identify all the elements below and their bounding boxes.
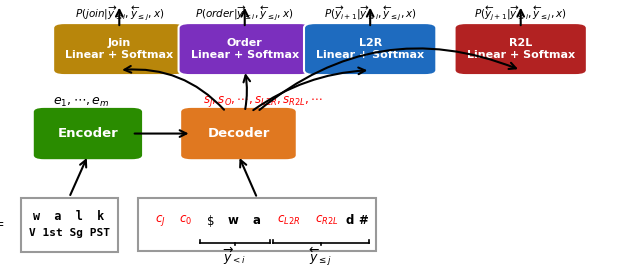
Text: $P(\overleftarrow{y}_{j+1}|\overrightarrow{y}_{\leq i},\overleftarrow{y}_{\leq j: $P(\overleftarrow{y}_{j+1}|\overrightarr…: [474, 4, 567, 22]
FancyBboxPatch shape: [179, 23, 311, 75]
Text: $\overrightarrow{y}_{<i}$: $\overrightarrow{y}_{<i}$: [223, 246, 246, 267]
Text: $\$$: $\$$: [206, 213, 214, 229]
Text: $e_1, \cdots, e_m$: $e_1, \cdots, e_m$: [53, 96, 110, 109]
Text: Order
Linear + Softmax: Order Linear + Softmax: [191, 38, 299, 60]
Text: $P(\overrightarrow{y}_{i+1}|\overrightarrow{y}_{\leq i},\overleftarrow{y}_{\leq : $P(\overrightarrow{y}_{i+1}|\overrightar…: [324, 4, 417, 22]
Text: #: #: [358, 214, 367, 227]
Text: Encoder: Encoder: [58, 127, 118, 140]
Text: Decoder: Decoder: [207, 127, 269, 140]
Text: $c_J$: $c_J$: [155, 213, 165, 228]
Text: Join
Linear + Softmax: Join Linear + Softmax: [65, 38, 173, 60]
FancyBboxPatch shape: [53, 23, 186, 75]
Text: L2R
Linear + Softmax: L2R Linear + Softmax: [316, 38, 424, 60]
Text: w: w: [228, 214, 239, 227]
Text: d: d: [346, 214, 355, 227]
FancyBboxPatch shape: [454, 23, 587, 75]
FancyBboxPatch shape: [20, 198, 118, 252]
FancyBboxPatch shape: [180, 107, 297, 160]
Text: $c_{R2L}$: $c_{R2L}$: [314, 214, 338, 227]
FancyBboxPatch shape: [304, 23, 436, 75]
Text: a: a: [252, 214, 260, 227]
Text: $c_{L2R}$: $c_{L2R}$: [277, 214, 300, 227]
Text: $P(join|\overrightarrow{y}_{\leq i},\overleftarrow{y}_{\leq j},x)$: $P(join|\overrightarrow{y}_{\leq i},\ove…: [75, 4, 164, 22]
Text: V 1st Sg PST: V 1st Sg PST: [29, 228, 109, 238]
Text: R2L
Linear + Softmax: R2L Linear + Softmax: [467, 38, 575, 60]
Text: $s_J, s_O, \cdots, s_{L2R}, s_{R2L}, \cdots$: $s_J, s_O, \cdots, s_{L2R}, s_{R2L}, \cd…: [204, 94, 324, 109]
FancyBboxPatch shape: [33, 107, 143, 160]
Text: $\overleftarrow{y}_{\leq j}$: $\overleftarrow{y}_{\leq j}$: [310, 246, 332, 268]
Text: $c_0$: $c_0$: [179, 214, 192, 227]
Text: $x =$: $x =$: [0, 218, 5, 231]
Text: $P(order|\overrightarrow{y}_{\leq i},\overleftarrow{y}_{\leq j},x)$: $P(order|\overrightarrow{y}_{\leq i},\ov…: [195, 4, 294, 22]
FancyBboxPatch shape: [138, 198, 376, 251]
Text: w  a  l  k: w a l k: [33, 210, 105, 223]
